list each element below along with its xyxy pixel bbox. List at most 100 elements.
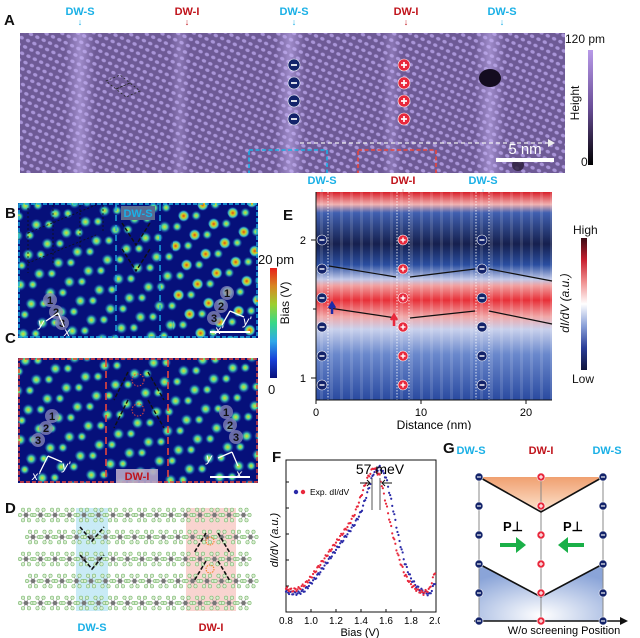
panel-label-b: B [5, 205, 16, 222]
data-point [408, 573, 412, 576]
data-point [383, 499, 387, 502]
data-point [292, 590, 295, 593]
positive-charge-icon [397, 94, 411, 108]
positive-charge-icon [397, 58, 411, 72]
negative-charge-icon [474, 530, 484, 540]
site-number-marker: 2 [39, 421, 53, 435]
legend-marker-red [300, 489, 306, 495]
negative-charge-icon [316, 350, 328, 362]
data-point [301, 588, 304, 591]
x-tick-label: 1.4 [354, 616, 368, 627]
data-point [398, 539, 401, 543]
atom-cluster [39, 529, 56, 545]
y-tick-label: 1 [300, 373, 306, 385]
data-point [391, 504, 394, 507]
data-point [288, 592, 291, 596]
data-point [296, 588, 299, 591]
vacancy-site-marker [131, 403, 145, 417]
negative-charge-icon [598, 472, 608, 482]
data-point [400, 548, 403, 551]
svg-text:3: 3 [233, 432, 239, 444]
negative-charge-icon [316, 321, 328, 333]
negative-charge-icon [598, 559, 608, 569]
colorbar-e-title: dI/dV (a.u.) [558, 253, 572, 353]
data-point [310, 582, 314, 585]
data-point [401, 565, 404, 569]
data-point [330, 548, 333, 551]
svg-text:3: 3 [59, 318, 65, 330]
data-point [295, 589, 298, 593]
dws-top-label: DW-S ↓ [302, 175, 342, 196]
atom-cluster [192, 551, 209, 567]
unit-cell-outline [105, 74, 141, 98]
data-point [346, 533, 349, 536]
positive-charge-icon [397, 263, 409, 275]
atom-cluster [105, 507, 122, 523]
atom-cluster [46, 507, 63, 523]
data-point [323, 564, 326, 567]
data-point [353, 523, 356, 527]
band-edge-upper [478, 476, 604, 513]
red-arrow-marker [389, 312, 399, 326]
data-point [300, 584, 303, 588]
data-point [429, 585, 432, 588]
axis-label: x' [214, 323, 224, 337]
atom-cluster [242, 529, 259, 545]
x-axis-label: Bias (V) [340, 627, 379, 638]
data-point [417, 588, 420, 591]
negative-charge-icon [287, 112, 301, 126]
data-point [429, 592, 432, 595]
panel-label-d: D [5, 500, 16, 517]
data-point [369, 472, 372, 476]
axis-label: y' [61, 459, 71, 473]
atom-cluster [25, 529, 41, 545]
negative-charge-icon [476, 379, 488, 391]
atom-cluster [170, 573, 187, 589]
data-point [380, 485, 383, 488]
x-tick-label: 1.6 [379, 616, 393, 627]
valence-band-region [479, 564, 603, 621]
x-tick-label: 0 [313, 407, 319, 419]
atom-cluster [119, 551, 136, 567]
atom-cluster [206, 507, 223, 523]
positive-charge-icon [397, 76, 411, 90]
colorbar-e-min: Low [572, 372, 595, 386]
data-point [385, 505, 389, 508]
site-number-marker: 2 [223, 418, 237, 432]
atom-cluster [75, 507, 93, 523]
positive-charge-icon [397, 112, 411, 126]
data-point [397, 554, 400, 557]
data-point [417, 585, 420, 588]
atom-cluster [221, 507, 238, 523]
atom-cluster [53, 529, 70, 545]
data-point [405, 565, 408, 569]
atom-cluster [170, 529, 187, 545]
data-point [299, 592, 302, 596]
data-point [426, 590, 429, 594]
atom-cluster [97, 529, 114, 545]
negative-charge-icon [316, 292, 328, 304]
data-point [390, 497, 393, 500]
data-point [409, 577, 413, 580]
data-point [384, 502, 388, 505]
data-point [421, 590, 424, 594]
data-point [296, 592, 299, 595]
negative-charge-icon [287, 58, 301, 72]
x-tick-label: 2.0 [429, 616, 440, 627]
vacancy-site-marker [205, 536, 215, 546]
data-point [381, 487, 384, 490]
data-point [364, 484, 367, 487]
colorbar-a-max: 120 pm [565, 32, 606, 46]
down-arrow-icon: ↓ [291, 17, 297, 27]
atom-cluster [163, 551, 180, 567]
panel-a-stm-topography: 5 nm [20, 33, 565, 173]
panel-e-y-axis-label: Bias (V) [278, 281, 292, 325]
data-point [400, 564, 403, 567]
positive-charge-icon [536, 588, 546, 598]
atom-cluster [61, 551, 78, 567]
data-point [379, 469, 382, 472]
atom-cluster [235, 551, 252, 567]
data-point [368, 486, 371, 490]
atom-cluster [46, 595, 63, 611]
